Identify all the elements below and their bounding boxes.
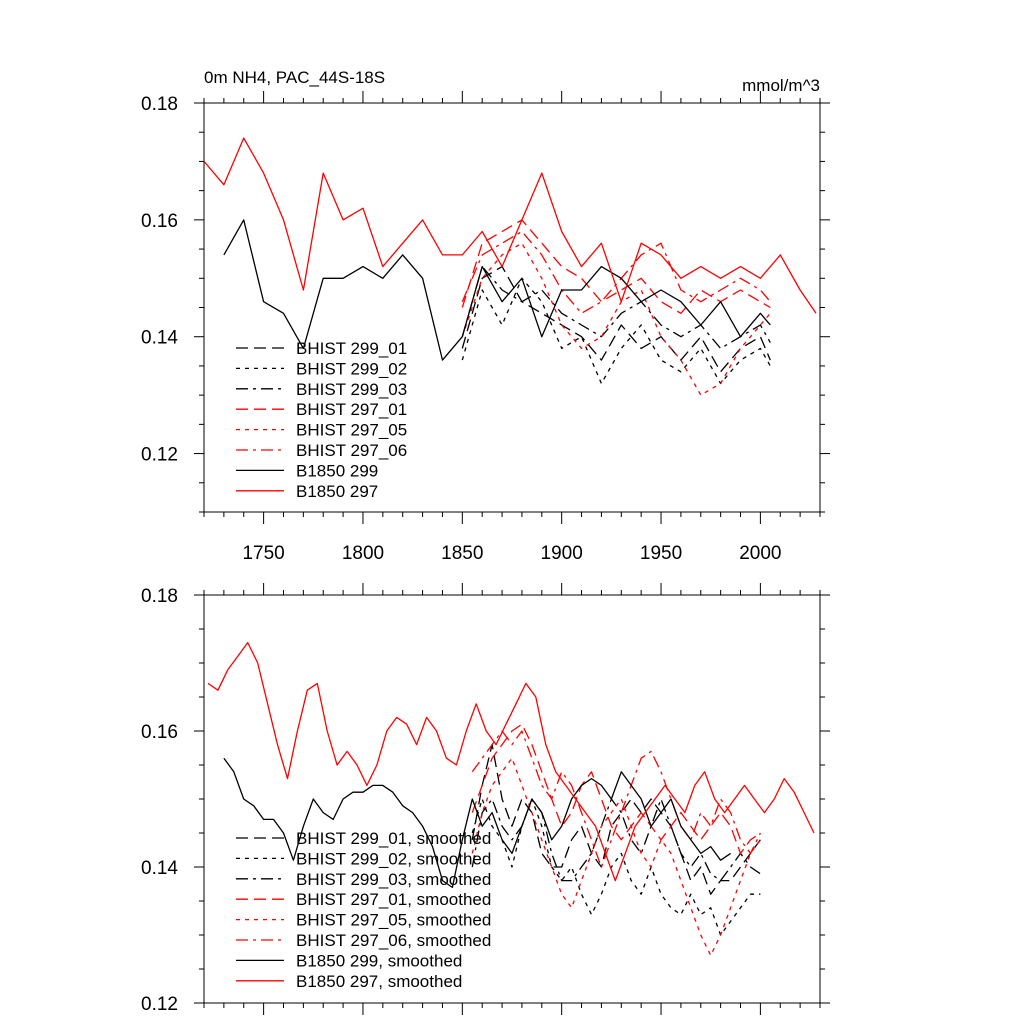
series-line-2: [471, 798, 761, 936]
y-tick-label: 0.12: [141, 994, 178, 1015]
legend-label: BHIST 299_02: [296, 359, 407, 378]
chart-title: 0m NH4, PAC_44S-18S: [204, 68, 385, 87]
legend-label: BHIST 299_03: [296, 380, 407, 399]
legend-label: BHIST 299_03, smoothed: [296, 870, 491, 889]
series-line-6: [471, 730, 761, 868]
legend-label: BHIST 299_01, smoothed: [296, 829, 491, 848]
y-tick-label: 0.16: [141, 211, 178, 232]
series-line-1: [471, 743, 761, 895]
x-tick-label: 1900: [541, 543, 583, 564]
legend-label: BHIST 297_06, smoothed: [296, 931, 491, 950]
legend-label: BHIST 297_01, smoothed: [296, 890, 491, 909]
y-tick-label: 0.18: [141, 94, 178, 115]
legend-label: BHIST 297_05: [296, 421, 407, 440]
y-tick-label: 0.16: [141, 722, 178, 743]
y-tick-label: 0.14: [141, 328, 178, 349]
series-line-5: [461, 242, 771, 396]
legend-label: B1850 299, smoothed: [296, 951, 462, 970]
legend-label: B1850 297, smoothed: [296, 972, 462, 991]
series-group: [204, 137, 817, 396]
series-line-4: [471, 723, 761, 855]
series-line-3: [461, 265, 771, 350]
legend-label: BHIST 299_02, smoothed: [296, 849, 491, 868]
legend-label: BHIST 297_06: [296, 441, 407, 460]
series-line-7: [223, 219, 771, 361]
series-line-6: [461, 230, 771, 314]
legend-label: BHIST 297_01: [296, 400, 407, 419]
series-line-2: [461, 277, 771, 385]
x-tick-label: 1850: [441, 543, 483, 564]
y-tick-label: 0.12: [141, 445, 178, 466]
y-tick-label: 0.18: [141, 586, 178, 607]
x-tick-label: 2000: [739, 543, 781, 564]
series-line-5: [471, 757, 761, 957]
legend-label: B1850 299: [296, 461, 378, 480]
x-tick-label: 1800: [342, 543, 384, 564]
series-line-3: [471, 798, 761, 882]
series-line-8: [204, 137, 817, 314]
legend-label: BHIST 299_01: [296, 339, 407, 358]
series-line-7: [223, 757, 731, 889]
legend-label: BHIST 297_05, smoothed: [296, 911, 491, 930]
chart-units: mmol/m^3: [742, 76, 820, 95]
series-group: [207, 641, 815, 957]
x-tick-label: 1750: [242, 543, 284, 564]
x-tick-label: 1950: [640, 543, 682, 564]
y-tick-label: 0.14: [141, 858, 178, 879]
series-line-1: [461, 265, 771, 373]
legend-label: B1850 297: [296, 482, 378, 501]
chart-panel-1: 0.12 0.14 0.16 0.18 1750 1800 1850 1900 1950 2000…: [141, 68, 830, 564]
series-line-8: [207, 641, 815, 882]
series-line-4: [461, 219, 771, 314]
